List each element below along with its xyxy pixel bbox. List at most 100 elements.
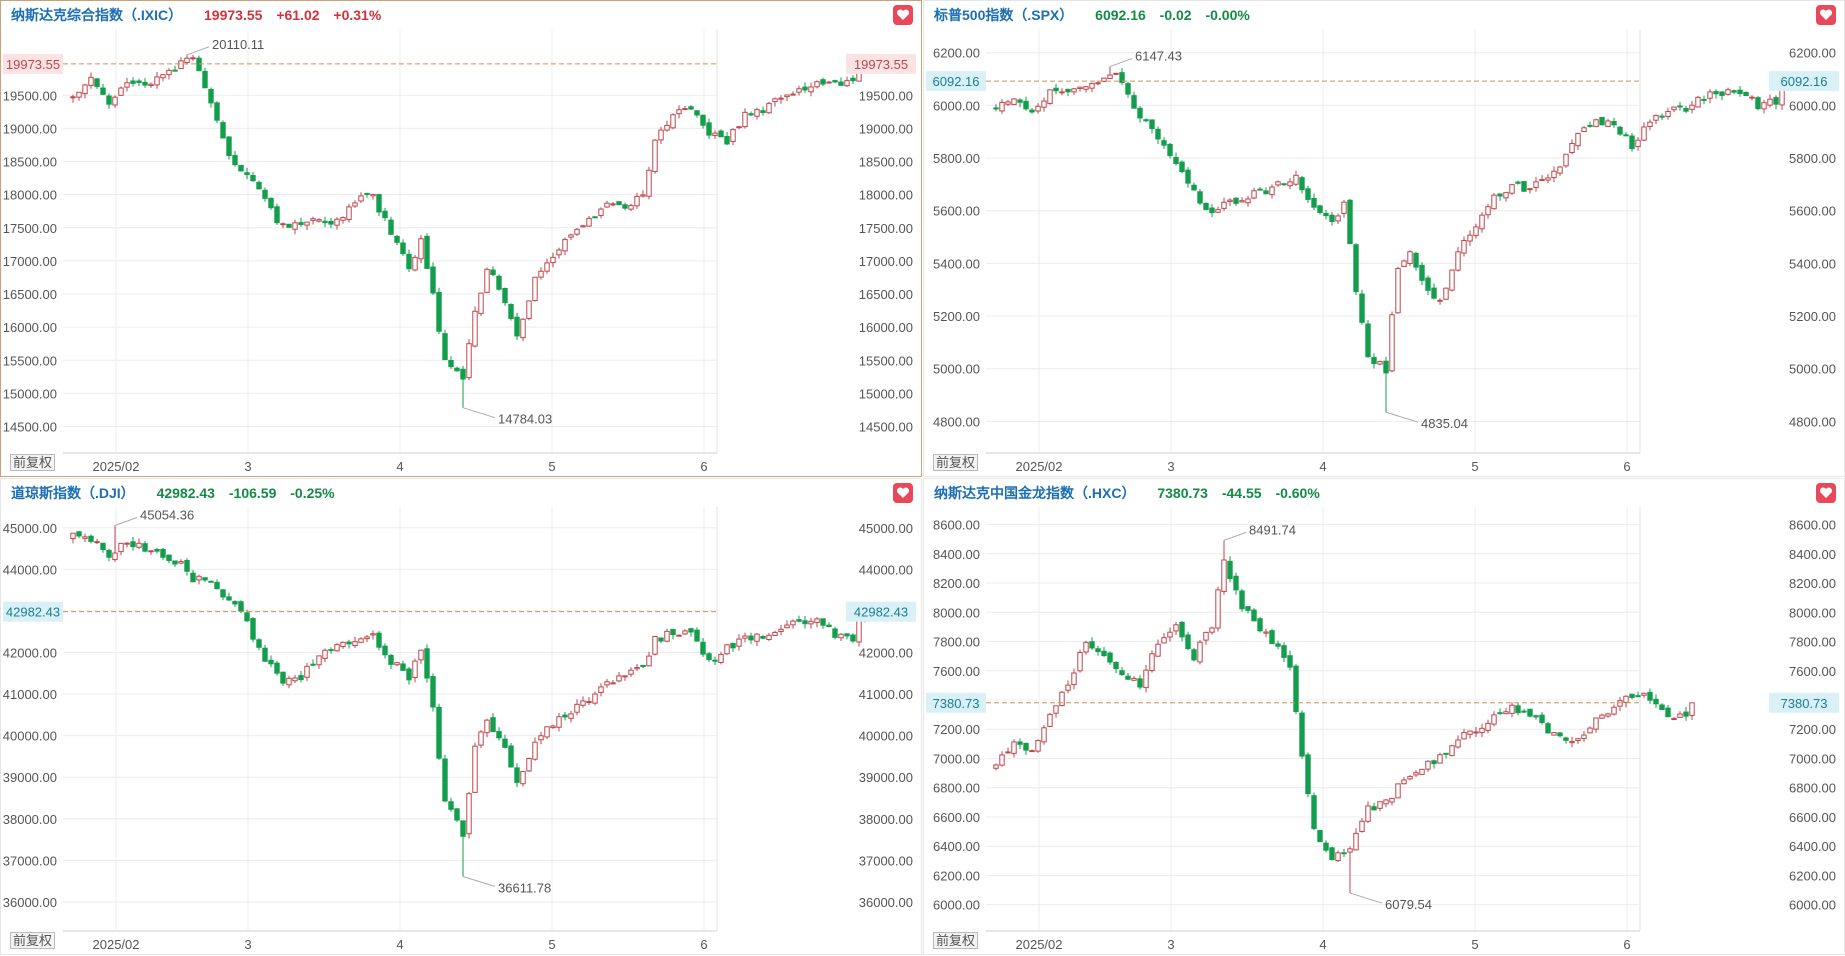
candle-body	[1149, 653, 1155, 672]
candle-body	[1521, 710, 1527, 713]
candle-body	[1413, 772, 1419, 776]
candle-body	[1365, 323, 1371, 358]
candle-body	[1551, 732, 1557, 736]
last-price-tag-right	[1769, 692, 1839, 713]
dji-candlestick-chart[interactable]: 45000.0045000.0044000.0044000.0043000.00…	[1, 479, 923, 956]
favorite-heart-icon[interactable]	[1816, 483, 1836, 503]
spx-panel[interactable]: 标普500指数（.SPX） 6092.16 -0.02 -0.00% 6200.…	[923, 0, 1845, 477]
candle-body	[1593, 717, 1599, 730]
candle-body	[1107, 74, 1113, 79]
candle-body	[1563, 737, 1569, 741]
last-price-label-left: 6092.16	[933, 74, 980, 89]
candle-body	[1035, 105, 1041, 112]
candle-body	[610, 682, 616, 685]
candle-body	[1599, 714, 1605, 719]
candle-body	[310, 218, 316, 221]
candle-body	[190, 572, 196, 583]
hxc-name: 纳斯达克中国金龙指数（.HXC）	[934, 485, 1136, 501]
candle-body	[1479, 727, 1485, 734]
x-tick-label: 4	[396, 459, 403, 474]
candle-body	[280, 671, 286, 684]
favorite-heart-icon[interactable]	[893, 483, 913, 503]
candle-body	[1131, 95, 1137, 109]
candle-body	[220, 122, 226, 139]
y-tick-label-right: 8600.00	[1789, 518, 1836, 533]
candle-body	[1629, 693, 1635, 698]
ixic-panel[interactable]: 纳斯达克综合指数（.IXIC） 19973.55 +61.02 +0.31% 1…	[0, 0, 922, 477]
adjust-button[interactable]: 前复权	[10, 454, 56, 471]
dji-price: 42982.43	[156, 485, 215, 501]
spx-change: -0.02	[1159, 7, 1192, 23]
spx-candlestick-chart[interactable]: 6200.00 6200.00 6000.00 6000.00 5800.00 5800.…	[924, 1, 1845, 478]
candle-body	[670, 114, 676, 129]
candle-body	[850, 77, 856, 82]
candle-body	[1701, 98, 1707, 101]
candle-body	[1011, 98, 1017, 105]
candle-body	[1287, 655, 1293, 668]
hxc-panel[interactable]: 纳斯达克中国金龙指数（.HXC） 7380.73 -44.55 -0.60% 8…	[923, 478, 1845, 955]
ixic-candlestick-chart[interactable]: 19500.00 19500.00 19000.00 19000.00 18500.00…	[1, 1, 923, 478]
y-tick-label-right: 40000.00	[859, 729, 913, 744]
candle-body	[352, 202, 358, 207]
candle-body	[1755, 97, 1761, 110]
candle-body	[784, 624, 790, 629]
candle-body	[118, 87, 124, 96]
candle-body	[1545, 723, 1551, 734]
candle-body	[664, 630, 670, 642]
candle-body	[160, 548, 166, 558]
favorite-heart-icon[interactable]	[893, 5, 913, 25]
candle-body	[1617, 700, 1623, 707]
candle-body	[1725, 89, 1731, 95]
candle-body	[118, 542, 124, 553]
candle-body	[1185, 634, 1191, 650]
y-tick-label-left: 5400.00	[933, 256, 980, 271]
candle-body	[784, 94, 790, 98]
candle-body	[682, 108, 688, 111]
candle-body	[1383, 360, 1389, 374]
candle-body	[718, 653, 724, 664]
candle-body	[226, 136, 232, 157]
x-tick-label: 6	[1623, 459, 1630, 474]
candle-body	[1467, 234, 1473, 242]
candle-body	[1095, 82, 1101, 85]
candle-body	[772, 98, 778, 103]
candle-body	[1635, 695, 1641, 698]
candle-body	[1023, 100, 1029, 110]
candle-body	[1071, 672, 1077, 686]
candle-body	[820, 79, 826, 85]
candle-body	[1137, 678, 1143, 688]
y-tick-label-right: 18500.00	[859, 155, 913, 170]
candle-body	[1179, 621, 1185, 638]
candle-body	[256, 181, 262, 190]
candle-body	[1017, 741, 1023, 745]
candle-body	[1617, 126, 1623, 135]
candle-body	[772, 631, 778, 636]
candle-body	[100, 542, 106, 551]
dji-panel[interactable]: 道琼斯指数（.DJI） 42982.43 -106.59 -0.25% 4500…	[0, 478, 922, 955]
adjust-button[interactable]: 前复权	[933, 932, 979, 949]
candle-body	[250, 175, 256, 182]
candle-body	[1053, 705, 1059, 714]
candle-body	[268, 197, 274, 209]
high-annotation-label: 8491.74	[1249, 522, 1296, 537]
candle-body	[76, 91, 82, 98]
candle-body	[574, 703, 580, 713]
y-tick-label-left: 8400.00	[933, 547, 980, 562]
favorite-heart-icon[interactable]	[1816, 5, 1836, 25]
y-tick-label-right: 45000.00	[859, 521, 913, 536]
candle-body	[1245, 606, 1251, 611]
candle-body	[352, 641, 358, 646]
candle-body	[1377, 801, 1383, 809]
adjust-button[interactable]: 前复权	[10, 932, 56, 949]
candle-body	[1629, 135, 1635, 150]
candle-body	[1323, 212, 1329, 217]
candle-body	[1485, 206, 1491, 216]
candle-body	[1665, 707, 1671, 718]
adjust-button[interactable]: 前复权	[933, 454, 979, 471]
candle-body	[1095, 648, 1101, 653]
hxc-candlestick-chart[interactable]: 8600.00 8600.00 8400.00 8400.00 8200.00 8200.…	[924, 479, 1845, 956]
y-tick-label-left: 6200.00	[933, 46, 980, 61]
candle-body	[1389, 314, 1395, 372]
candle-body	[364, 192, 370, 195]
dji-header: 道琼斯指数（.DJI） 42982.43 -106.59 -0.25%	[11, 484, 335, 502]
